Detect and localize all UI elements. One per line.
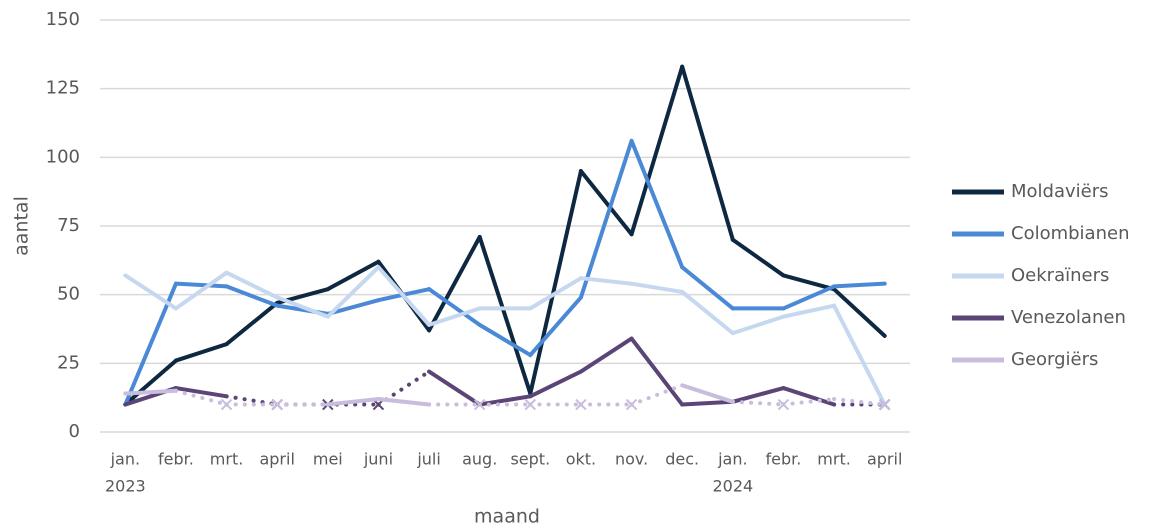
series-segment — [680, 399, 735, 407]
x-tick-label: dec. — [665, 450, 699, 469]
series-segment — [123, 388, 178, 396]
point-marker — [625, 398, 638, 411]
point-marker — [777, 398, 790, 411]
series-segment — [629, 138, 685, 270]
point-marker — [878, 398, 891, 411]
legend-label: Venezolanen — [1011, 307, 1126, 328]
series-segment — [528, 169, 583, 396]
series-segment — [477, 234, 533, 396]
series-segment — [730, 386, 786, 404]
x-tick-label: juni — [363, 450, 393, 469]
series-segment — [629, 336, 685, 407]
series-segment — [730, 399, 786, 407]
series-segment — [781, 397, 837, 407]
x-tick-label: okt. — [566, 450, 596, 469]
series-segment — [173, 388, 229, 407]
point-marker — [524, 398, 537, 411]
series-segment — [173, 342, 229, 363]
series-segment — [832, 303, 887, 407]
series-segment — [224, 394, 280, 407]
y-tick-label: 50 — [57, 284, 80, 305]
series-segment — [629, 281, 685, 294]
series-segment — [578, 169, 634, 237]
series-segment — [680, 265, 735, 311]
x-tick-label: febr. — [766, 450, 802, 469]
x-tick-label: mrt. — [817, 450, 851, 469]
point-marker — [473, 398, 486, 411]
series-segment — [224, 284, 280, 308]
series-segment — [680, 383, 735, 404]
series-segment — [427, 306, 482, 327]
legend-label: Oekraïners — [1011, 265, 1109, 286]
x-tick-label: aug. — [462, 450, 497, 469]
series-segment — [325, 265, 381, 319]
series-segment — [832, 287, 887, 338]
x-tick-label: sept. — [510, 450, 550, 469]
series-segment — [325, 397, 381, 407]
y-tick-label: 150 — [46, 9, 80, 30]
series-segment — [832, 281, 887, 289]
legend-label: Colombianen — [1011, 223, 1129, 244]
x-tick-label: juli — [416, 450, 440, 469]
x-tick-label: nov. — [615, 450, 648, 469]
x-tick-label: mrt. — [210, 450, 244, 469]
y-axis-title: aantal — [11, 196, 33, 256]
series-segment — [730, 237, 786, 278]
series-segment — [224, 270, 280, 300]
series-segment — [781, 386, 837, 407]
x-tick-label: 2024 — [712, 477, 753, 496]
x-tick-label: 2023 — [105, 477, 146, 496]
series-segment — [123, 358, 178, 407]
y-tick-label: 0 — [69, 421, 80, 442]
series-segment — [528, 295, 583, 358]
x-tick-label: april — [259, 450, 294, 469]
series-segment — [173, 386, 229, 399]
y-tick-label: 125 — [46, 78, 80, 99]
series-segment — [781, 273, 837, 292]
legend-label: Moldaviërs — [1011, 181, 1109, 202]
x-tick-label: febr. — [158, 450, 194, 469]
x-tick-label: jan. — [110, 450, 140, 469]
series-segment — [528, 276, 583, 311]
series-segment — [578, 138, 634, 300]
y-tick-label: 75 — [57, 215, 80, 236]
y-tick-label: 25 — [57, 352, 80, 373]
series-segment — [680, 289, 735, 336]
series-segment — [224, 300, 280, 347]
series-segment — [528, 369, 583, 399]
series-segment — [730, 314, 786, 336]
series-segment — [427, 369, 482, 407]
series-segment — [781, 303, 837, 319]
y-tick-label: 100 — [46, 146, 80, 167]
x-tick-label: jan. — [717, 450, 747, 469]
point-marker — [575, 398, 587, 411]
legend-label: Georgiërs — [1011, 349, 1098, 370]
series-segment — [781, 284, 837, 311]
series-segment — [680, 64, 735, 242]
series-segment — [123, 273, 178, 311]
series-segment — [325, 259, 381, 292]
series-segment — [578, 336, 634, 374]
point-marker — [220, 398, 233, 411]
series-segment — [275, 295, 330, 319]
series-segment — [427, 287, 482, 327]
series-segment — [578, 276, 634, 286]
series-segment — [427, 234, 482, 333]
point-marker — [271, 398, 283, 411]
series-segment — [376, 265, 432, 327]
series-segment — [629, 383, 685, 407]
series-segment — [629, 64, 685, 237]
series-segment — [173, 281, 229, 289]
series-segment — [376, 397, 432, 407]
series-segment — [832, 397, 887, 407]
x-tick-label: mei — [313, 450, 343, 469]
series-segment — [325, 298, 381, 316]
x-tick-label: april — [867, 450, 902, 469]
x-axis-title: maand — [474, 506, 540, 528]
series-segment — [173, 270, 229, 311]
series-segment — [477, 322, 533, 358]
